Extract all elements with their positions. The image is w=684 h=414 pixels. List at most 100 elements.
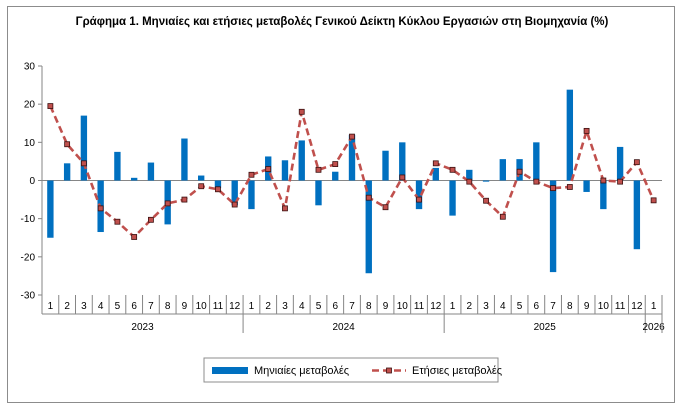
x-tick-label: 12 — [229, 301, 241, 312]
bar-monthly-change — [281, 160, 289, 181]
line-marker-annual — [97, 205, 104, 212]
x-tick-label: 8 — [165, 301, 171, 312]
bar-monthly-change — [549, 180, 557, 273]
bar-monthly-change — [365, 180, 372, 274]
line-marker-annual — [516, 168, 523, 175]
x-tick-label: 2 — [467, 301, 473, 312]
bar-monthly-change — [181, 138, 188, 181]
legend-swatch-monthly — [212, 367, 248, 374]
line-marker-annual — [382, 204, 389, 211]
bar-monthly-change — [231, 180, 238, 206]
line-marker-annual — [215, 186, 221, 193]
line-marker-annual — [148, 216, 154, 223]
legend-label-monthly: Μηνιαίες μεταβολές — [254, 365, 349, 377]
x-tick-label: 7 — [550, 301, 556, 312]
y-tick-label: 30 — [24, 62, 36, 73]
line-marker-annual — [349, 133, 355, 140]
year-label: 2026 — [642, 322, 665, 333]
bar-monthly-change — [114, 151, 121, 181]
y-tick-label: -10 — [21, 214, 36, 225]
x-tick-label: 11 — [615, 301, 626, 312]
x-tick-label: 6 — [534, 301, 540, 312]
bar-monthly-change — [449, 180, 456, 216]
x-tick-label: 7 — [349, 301, 355, 312]
line-marker-annual — [332, 161, 339, 167]
bar-monthly-change — [566, 89, 574, 181]
x-tick-label: 5 — [316, 301, 322, 312]
line-marker-annual — [466, 178, 473, 185]
line-marker-annual — [365, 194, 372, 201]
x-tick-label: 4 — [500, 301, 506, 312]
bar-monthly-change — [533, 142, 540, 181]
y-tick-label: -20 — [21, 252, 36, 263]
x-tick-label: 8 — [366, 301, 372, 312]
bar-monthly-change — [499, 159, 506, 181]
y-tick-label: 10 — [24, 138, 36, 149]
bar-monthly-change — [63, 163, 71, 181]
line-marker-annual — [282, 205, 288, 212]
bar-monthly-change — [482, 180, 490, 182]
line-marker-annual — [617, 178, 624, 185]
chart-frame — [7, 6, 675, 403]
line-marker-annual — [399, 174, 406, 181]
year-label: 2023 — [131, 322, 154, 333]
bar-monthly-change — [147, 162, 155, 181]
bar-monthly-change — [332, 171, 339, 181]
x-tick-label: 9 — [182, 301, 188, 312]
bar-monthly-change — [466, 169, 473, 181]
x-tick-label: 4 — [299, 301, 305, 312]
x-tick-label: 10 — [598, 301, 610, 312]
year-label: 2025 — [534, 322, 557, 333]
x-tick-label: 1 — [651, 301, 657, 312]
bar-monthly-change — [80, 115, 88, 181]
bar-monthly-change — [214, 180, 222, 189]
bar-monthly-change — [616, 146, 624, 181]
y-tick-label: 20 — [24, 100, 36, 111]
x-tick-label: 10 — [196, 301, 208, 312]
line-marker-annual — [550, 185, 556, 192]
line-marker-annual — [164, 200, 171, 207]
chart-title: Γράφημα 1. Μηνιαίες και ετήσιες μεταβολέ… — [75, 16, 609, 28]
x-tick-label: 12 — [430, 301, 442, 312]
line-marker-annual — [131, 234, 138, 240]
bar-monthly-change — [399, 142, 406, 181]
bar-monthly-change — [633, 180, 641, 250]
legend-label-annual: Ετήσιες μεταβολές — [412, 365, 502, 377]
bar-monthly-change — [583, 180, 590, 192]
x-tick-label: 5 — [517, 301, 523, 312]
x-tick-label: 10 — [397, 301, 409, 312]
year-label: 2024 — [332, 322, 355, 333]
line-marker-annual — [600, 177, 607, 184]
x-tick-label: 4 — [98, 301, 104, 312]
line-marker-annual — [64, 141, 71, 148]
line-marker-annual — [47, 103, 54, 109]
line-marker-annual — [483, 197, 489, 204]
line-marker-annual — [416, 196, 422, 203]
y-tick-label: 0 — [29, 176, 35, 187]
line-marker-annual — [181, 196, 188, 203]
x-tick-label: 5 — [115, 301, 121, 312]
legend-marker-annual — [386, 367, 392, 374]
x-tick-label: 3 — [282, 301, 288, 312]
x-tick-label: 7 — [148, 301, 154, 312]
line-marker-annual — [432, 160, 439, 167]
bar-monthly-change — [315, 180, 322, 206]
x-tick-label: 1 — [249, 301, 255, 312]
x-tick-label: 3 — [483, 301, 489, 312]
line-marker-annual — [265, 166, 272, 172]
line-marker-annual — [449, 166, 456, 173]
x-tick-label: 3 — [81, 301, 87, 312]
x-tick-label: 9 — [383, 301, 389, 312]
x-tick-label: 2 — [64, 301, 70, 312]
line-marker-annual — [315, 166, 322, 173]
bar-monthly-change — [47, 180, 54, 238]
line-marker-annual — [583, 127, 590, 134]
line-marker-annual — [231, 201, 238, 208]
bar-monthly-change — [130, 177, 138, 181]
line-marker-annual — [248, 171, 255, 178]
bar-monthly-change — [348, 134, 356, 181]
x-tick-label: 2 — [265, 301, 271, 312]
line-marker-annual — [499, 213, 506, 220]
x-tick-label: 1 — [48, 301, 54, 312]
